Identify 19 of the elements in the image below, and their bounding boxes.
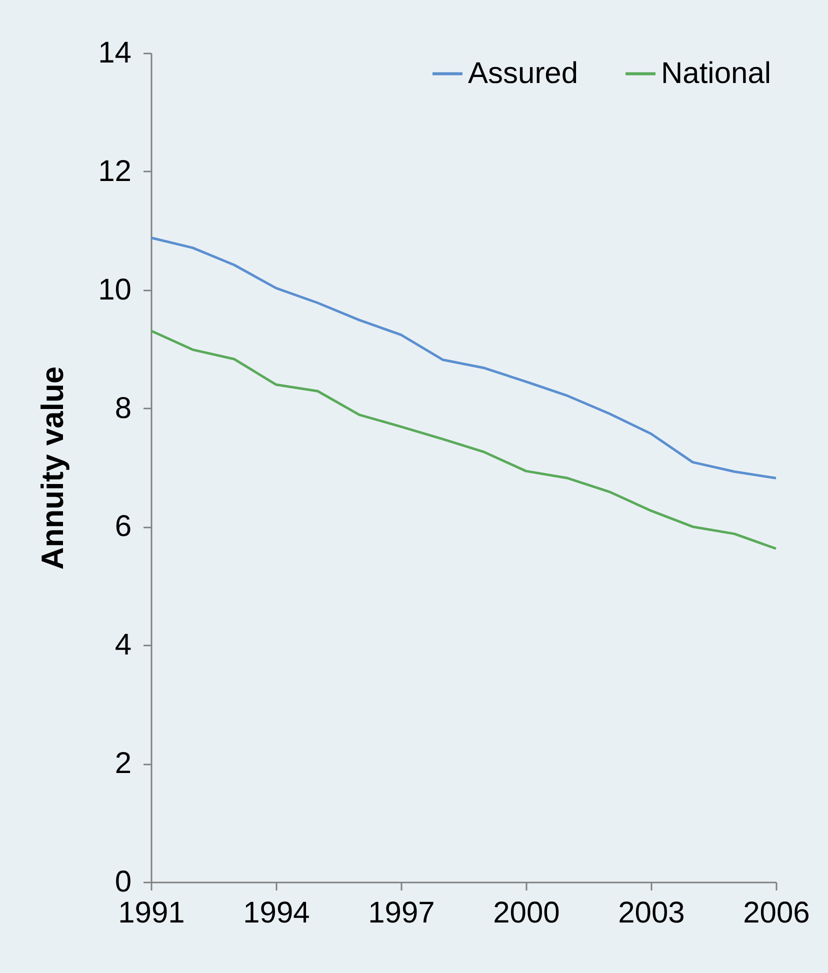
y-tick-label: 2 bbox=[114, 747, 132, 780]
x-tick-label: 1991 bbox=[118, 896, 185, 930]
legend-label: Assured bbox=[468, 56, 578, 90]
y-tick-label: 12 bbox=[98, 154, 132, 188]
y-axis-title: Annuity value bbox=[35, 366, 70, 570]
line-series bbox=[150, 329, 778, 550]
x-tick-label: 2003 bbox=[618, 896, 685, 930]
x-tick-label: 1997 bbox=[368, 896, 435, 930]
y-tick-label: 14 bbox=[98, 36, 132, 70]
y-tick-label: 4 bbox=[114, 628, 132, 662]
legend-label: National bbox=[661, 56, 772, 90]
y-tick-label: 6 bbox=[114, 510, 132, 544]
y-tick-label: 0 bbox=[114, 866, 132, 898]
y-tick-label: 8 bbox=[114, 392, 132, 425]
x-tick-label: 1994 bbox=[243, 896, 310, 930]
x-tick-label: 2000 bbox=[493, 896, 560, 930]
y-tick-label: 10 bbox=[98, 273, 132, 306]
x-tick-label: 2006 bbox=[743, 896, 810, 930]
line-series bbox=[150, 236, 778, 480]
